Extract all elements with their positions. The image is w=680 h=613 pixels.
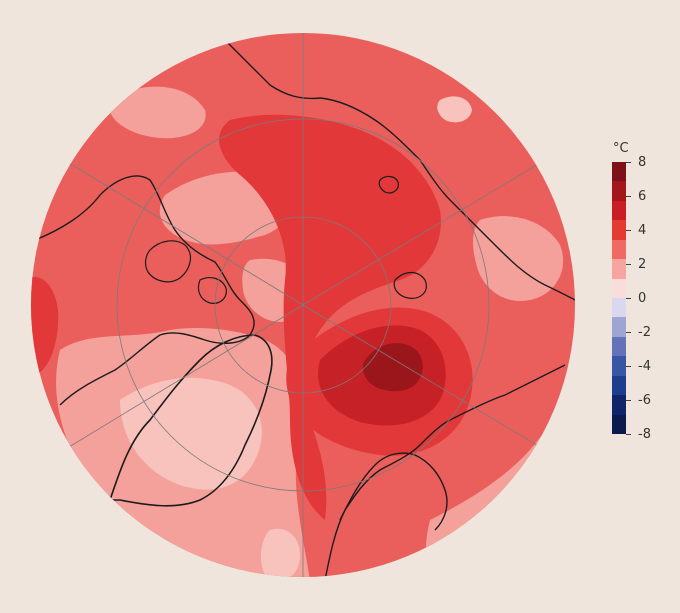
- colorbar-swatch: [612, 220, 626, 241]
- anomaly-region-pale: [437, 96, 472, 123]
- colorbar-tick: [626, 298, 631, 299]
- colorbar-swatch: [612, 239, 626, 260]
- colorbar-tick-label: -2: [638, 325, 651, 340]
- colorbar-swatch: [612, 259, 626, 280]
- colorbar-tick-label: -8: [638, 427, 651, 442]
- anomaly-region-strong: [219, 114, 441, 520]
- colorbar-tick-label: 0: [638, 291, 647, 306]
- colorbar-tick: [626, 400, 631, 401]
- colorbar-tick: [626, 230, 631, 231]
- colorbar-tick-label: -4: [638, 359, 651, 374]
- anomaly-region-darkest: [362, 342, 423, 392]
- colorbar-tick-label: 8: [638, 155, 647, 170]
- colorbar-tick: [626, 196, 631, 197]
- anomaly-region-pale: [261, 528, 300, 577]
- colorbar-swatch: [612, 278, 626, 299]
- colorbar-swatch: [612, 162, 626, 182]
- colorbar-swatch: [612, 336, 626, 357]
- colorbar-tick-label: 4: [638, 223, 647, 238]
- colorbar-swatch: [612, 356, 626, 377]
- coastline-greenland: [108, 334, 273, 507]
- colorbar-tick: [626, 162, 631, 163]
- colorbar-tick: [626, 264, 631, 265]
- colorbar-swatch: [612, 200, 626, 221]
- colorbar-swatch: [612, 181, 626, 202]
- colorbar-tick-label: -6: [638, 393, 651, 408]
- colorbar-swatch: [612, 298, 626, 318]
- colorbar-tick: [626, 434, 631, 435]
- graticule: [63, 33, 546, 577]
- anomaly-region-pale: [120, 377, 262, 490]
- colorbar-tick: [626, 332, 631, 333]
- anomaly-region-light: [473, 216, 564, 301]
- colorbar-swatch: [612, 375, 626, 396]
- colorbar-swatch: [612, 317, 626, 338]
- coastline-north-america: [34, 175, 255, 406]
- anomaly-region-light: [109, 86, 206, 139]
- colorbar-tick: [626, 366, 631, 367]
- coastline-scandinavia: [339, 452, 448, 531]
- legend-unit-label: °C: [613, 141, 629, 156]
- temperature-colorbar: 8 6 4 2 0 -2 -4 -6 -8: [612, 156, 651, 441]
- colorbar-tick-label: 6: [638, 189, 647, 204]
- colorbar-tick-label: 2: [638, 257, 647, 272]
- colorbar-swatch: [612, 414, 626, 435]
- colorbar-swatch: [612, 395, 626, 416]
- coastline-arctic-islands: [144, 175, 427, 304]
